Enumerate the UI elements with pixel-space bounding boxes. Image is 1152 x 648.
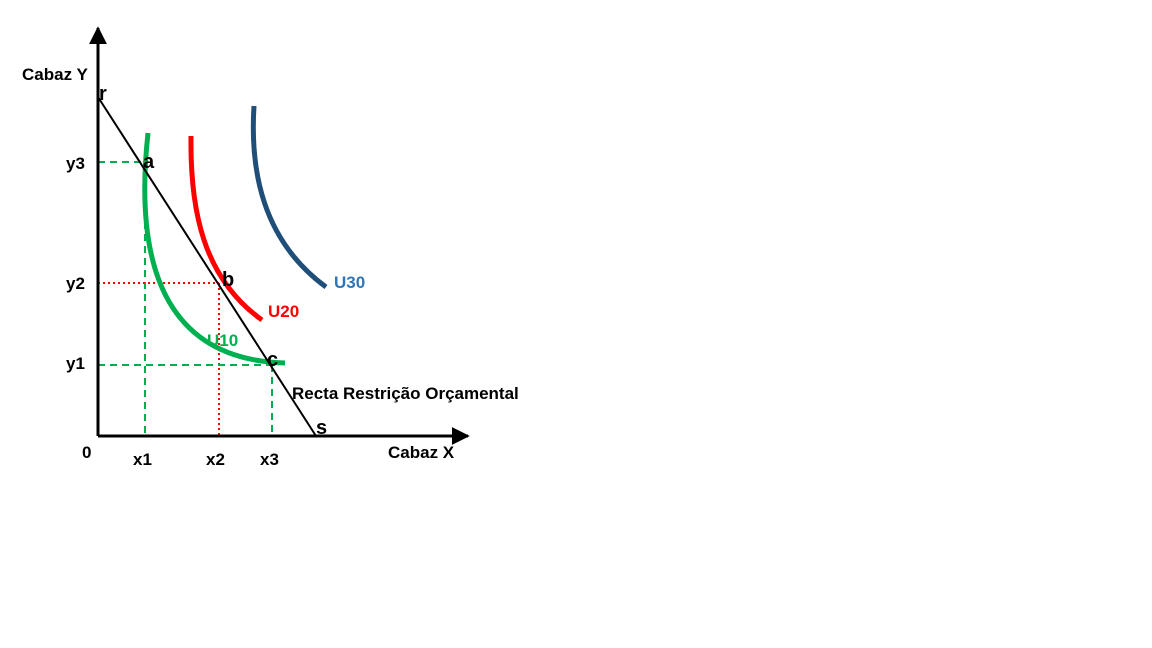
curve-label-u20: U20 (268, 302, 299, 321)
indifference-curve-u20 (188, 135, 264, 323)
point-label-b: b (222, 269, 234, 291)
curve-label-u10: U10 (207, 331, 238, 350)
tick-label-y1: y1 (66, 354, 85, 373)
tick-label-y2: y2 (66, 274, 85, 293)
origin-label: 0 (82, 443, 91, 462)
point-label-c: c (267, 349, 278, 371)
y-axis-label: Cabaz Y (22, 65, 88, 84)
x-axis-label: Cabaz X (388, 443, 455, 462)
budget-line (97, 96, 317, 437)
tick-label-y3: y3 (66, 154, 85, 173)
tick-label-x3: x3 (260, 450, 279, 469)
point-label-s: s (316, 417, 327, 439)
tick-label-x1: x1 (133, 450, 152, 469)
indifference-curve-u30 (250, 105, 328, 290)
curve-label-u30: U30 (334, 273, 365, 292)
point-label-r: r (99, 83, 107, 105)
point-label-a: a (143, 151, 155, 173)
budget-line-label: Recta Restrição Orçamental (292, 384, 519, 403)
indifference-curve-u10 (142, 132, 286, 366)
tick-label-x2: x2 (206, 450, 225, 469)
